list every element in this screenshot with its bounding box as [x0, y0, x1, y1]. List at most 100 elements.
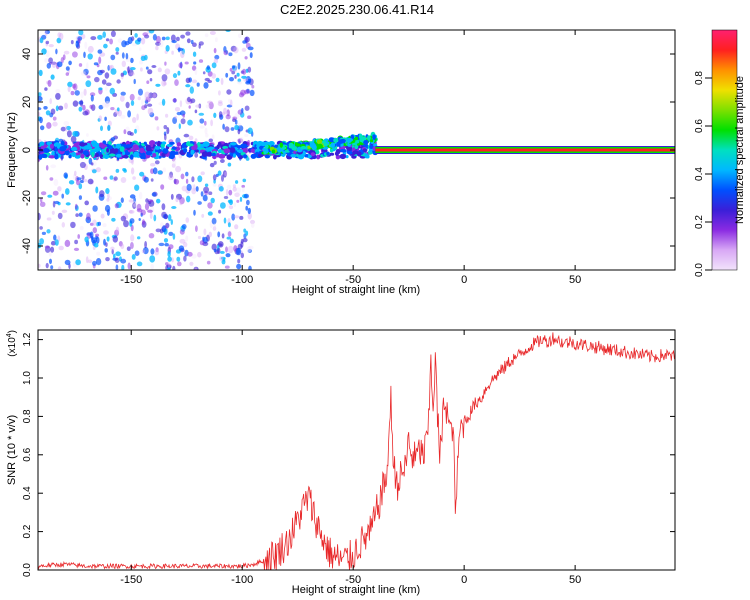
scatter-point: [50, 108, 56, 115]
scatter-point: [176, 256, 181, 262]
band-point: [229, 142, 237, 146]
scatter-point: [186, 38, 191, 44]
scatter-point: [164, 68, 171, 75]
scatter-point: [247, 249, 252, 253]
scatter-point: [115, 264, 119, 270]
scatter-point: [209, 31, 216, 35]
band-point: [99, 154, 104, 158]
scatter-point: [78, 106, 83, 112]
scatter-point: [211, 73, 216, 79]
scatter-point: [203, 228, 207, 236]
scatter-point: [242, 238, 248, 243]
scatter-point: [237, 258, 241, 264]
scatter-point: [55, 48, 58, 55]
scatter-point: [136, 203, 142, 211]
scatter-point: [170, 219, 173, 225]
scatter-point: [217, 101, 223, 107]
scatter-point: [50, 74, 55, 80]
scatter-point: [52, 116, 57, 121]
scatter-point: [197, 201, 202, 205]
scatter-point: [228, 205, 234, 210]
scatter-point: [159, 222, 164, 228]
y-tick-label: 1.0: [22, 371, 33, 385]
scatter-point: [50, 265, 54, 270]
scatter-point: [137, 236, 141, 240]
scatter-point: [195, 104, 201, 108]
scatter-point: [55, 92, 61, 100]
scatter-point: [67, 81, 73, 88]
scatter-point: [161, 74, 168, 82]
scatter-point: [105, 86, 108, 91]
scatter-point: [244, 105, 250, 111]
scatter-point: [225, 246, 228, 253]
scatter-point: [165, 113, 169, 118]
scatter-point: [118, 241, 123, 247]
scatter-point: [219, 256, 224, 261]
scatter-point: [207, 100, 213, 105]
scatter-point: [228, 98, 232, 103]
x-tick-label: -100: [231, 574, 253, 586]
band-point: [262, 147, 267, 152]
scatter-point: [185, 178, 189, 184]
scatter-point: [74, 239, 78, 245]
band-point: [143, 141, 147, 145]
scatter-point: [95, 167, 101, 173]
scatter-point: [72, 100, 79, 107]
scatter-point: [177, 47, 184, 52]
scatter-point: [40, 197, 43, 203]
scatter-point: [205, 133, 209, 138]
band-point: [161, 141, 167, 145]
scatter-point: [52, 121, 58, 127]
scatter-point: [121, 52, 125, 59]
scatter-point: [151, 192, 157, 197]
scatter-point: [219, 250, 225, 254]
scatter-point: [189, 86, 194, 94]
band-point: [186, 151, 190, 156]
band-point: [49, 143, 55, 149]
band-point: [196, 141, 201, 148]
scatter-point: [137, 96, 141, 101]
band-point: [300, 146, 307, 150]
scatter-point: [195, 186, 199, 192]
scatter-point: [234, 74, 237, 79]
scatter-point: [130, 234, 135, 242]
scatter-point: [39, 226, 43, 230]
band-point: [240, 143, 248, 149]
scatter-point: [110, 30, 116, 37]
scatter-point: [220, 77, 224, 86]
scatter-point: [237, 78, 242, 83]
scatter-point: [191, 253, 197, 259]
scatter-point: [79, 179, 84, 184]
scatter-point: [97, 34, 103, 40]
exponent-label-close: ): [7, 330, 18, 333]
band-point: [362, 148, 368, 153]
scatter-point: [46, 217, 52, 221]
scatter-point: [192, 51, 197, 57]
scatter-point: [191, 65, 197, 71]
scatter-point: [231, 70, 236, 75]
scatter-point: [139, 171, 145, 177]
x-tick-label: 50: [569, 574, 581, 586]
scatter-point: [151, 65, 157, 68]
scatter-point: [147, 107, 154, 116]
scatter-point: [116, 79, 121, 84]
scatter-point: [60, 155, 64, 161]
scatter-point: [234, 215, 240, 219]
scatter-point: [51, 210, 55, 215]
scatter-point: [105, 188, 110, 194]
band-point: [330, 142, 335, 148]
scatter-point: [72, 130, 79, 137]
scatter-point: [79, 161, 86, 169]
scatter-point: [174, 115, 178, 119]
scatter-point: [160, 184, 165, 190]
scatter-point: [218, 90, 221, 96]
scatter-point: [249, 89, 255, 97]
scatter-point: [55, 105, 59, 112]
scatter-point: [174, 79, 179, 86]
scatter-point: [39, 201, 46, 207]
scatter-point: [225, 253, 231, 258]
scatter-point: [107, 192, 110, 199]
chart-title: C2E2.2025.230.06.41.R14: [280, 2, 434, 17]
scatter-point: [179, 229, 185, 235]
scatter-point: [151, 92, 158, 99]
